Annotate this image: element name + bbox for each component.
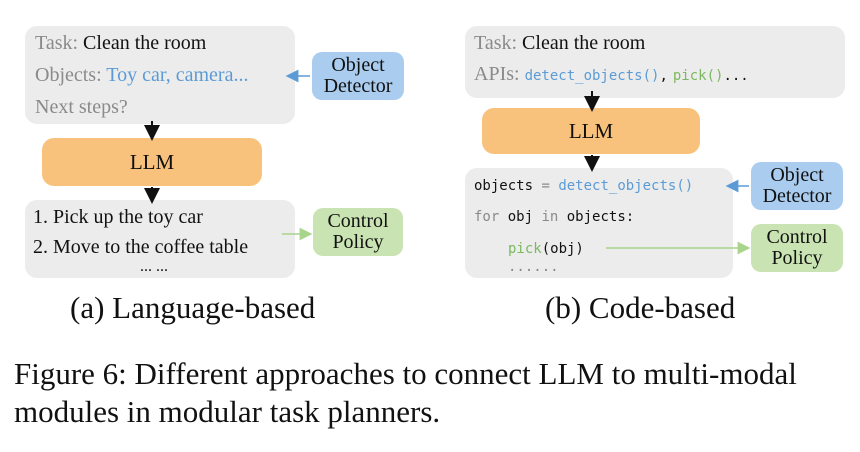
task-line-a: Task: Clean the room bbox=[35, 32, 206, 55]
objects-line-a: Objects: Toy car, camera... bbox=[35, 64, 248, 87]
object-detector-b-line1: Object bbox=[770, 164, 824, 186]
code-for: for bbox=[474, 209, 500, 225]
api-ellipsis: ... bbox=[723, 68, 749, 84]
control-policy-a: Control Policy bbox=[313, 208, 403, 256]
code-pick: pick bbox=[508, 241, 542, 257]
control-policy-a-line1: Control bbox=[327, 210, 389, 232]
api-separator: , bbox=[659, 68, 668, 84]
objects-value-a: Toy car, camera... bbox=[106, 64, 249, 86]
task-label-b: Task: bbox=[474, 32, 518, 54]
llm-label-a: LLM bbox=[129, 149, 175, 174]
code-objects: objects: bbox=[558, 209, 635, 225]
code-var: objects bbox=[474, 178, 534, 194]
llm-label-b: LLM bbox=[568, 118, 614, 143]
figure-caption-line2: modules in modular task planners. bbox=[14, 394, 441, 429]
caption-b: (b) Code-based bbox=[545, 290, 736, 325]
figure-caption-line1: Figure 6: Different approaches to connec… bbox=[14, 356, 797, 391]
caption-a: (a) Language-based bbox=[70, 290, 316, 325]
apis-line-b: APIs: detect_objects(), pick()... bbox=[474, 63, 749, 86]
objects-label-a: Objects: bbox=[35, 64, 102, 86]
output-box-a bbox=[25, 200, 295, 278]
code-line-3: pick(obj) bbox=[508, 241, 584, 257]
code-obj: obj bbox=[499, 209, 542, 225]
api-pick: pick() bbox=[672, 68, 724, 84]
code-pick-arg: (obj) bbox=[541, 241, 584, 257]
object-detector-a-line1: Object bbox=[331, 54, 385, 76]
prompt-box-b bbox=[465, 26, 845, 98]
code-dots: ...... bbox=[508, 259, 559, 275]
object-detector-b: Object Detector bbox=[751, 162, 843, 210]
task-label-a: Task: bbox=[35, 32, 79, 54]
task-value-b: Clean the room bbox=[522, 32, 646, 54]
llm-box-b: LLM bbox=[482, 108, 700, 154]
task-value-a: Clean the room bbox=[83, 32, 207, 54]
object-detector-a: Object Detector bbox=[312, 52, 404, 100]
step1-a: 1. Pick up the toy car bbox=[33, 206, 203, 228]
code-eq: = bbox=[533, 178, 559, 194]
figure-caption: Figure 6: Different approaches to connec… bbox=[14, 355, 854, 431]
code-line-2: for obj in objects: bbox=[474, 209, 634, 225]
step2-a: 2. Move to the coffee table bbox=[33, 236, 249, 258]
api-detect-objects: detect_objects() bbox=[524, 68, 660, 84]
control-policy-b-line1: Control bbox=[766, 226, 828, 248]
code-in: in bbox=[541, 209, 559, 225]
control-policy-b: Control Policy bbox=[751, 224, 843, 272]
prompt-box-a bbox=[25, 26, 295, 124]
code-box-b bbox=[465, 168, 733, 278]
control-policy-b-line2: Policy bbox=[771, 247, 823, 269]
next-steps-a: Next steps? bbox=[35, 96, 128, 118]
object-detector-b-line2: Detector bbox=[762, 185, 832, 207]
code-call: detect_objects() bbox=[558, 178, 694, 194]
task-line-b: Task: Clean the room bbox=[474, 32, 645, 55]
llm-box-a: LLM bbox=[42, 138, 262, 186]
ellipsis-a: ... ... bbox=[140, 258, 168, 275]
object-detector-a-line2: Detector bbox=[323, 75, 393, 97]
code-line-1: objects = detect_objects() bbox=[474, 178, 693, 194]
apis-label-b: APIs: bbox=[474, 63, 520, 85]
control-policy-a-line2: Policy bbox=[332, 231, 384, 253]
